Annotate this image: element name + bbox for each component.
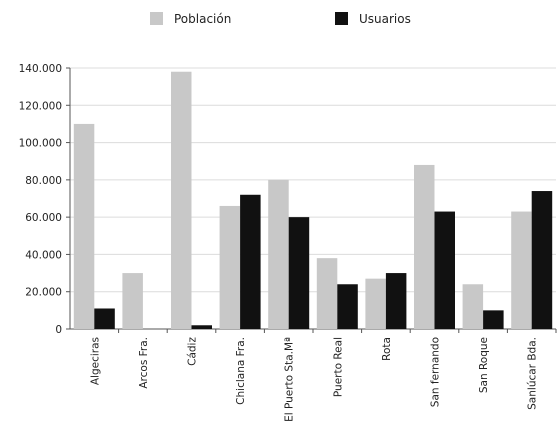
y-tick-label: 120.000 xyxy=(19,100,62,112)
legend-swatch xyxy=(150,12,163,25)
bars xyxy=(73,71,553,329)
y-tick-label: 100.000 xyxy=(19,138,62,150)
bar-usuarios xyxy=(483,310,504,329)
bar-usuarios xyxy=(337,284,358,329)
bar-poblacion xyxy=(122,273,143,329)
bar-poblacion xyxy=(365,278,386,329)
legend-label: Usuarios xyxy=(359,12,411,26)
bar-usuarios xyxy=(94,308,115,329)
x-category-label: Puerto Real xyxy=(332,337,344,397)
bar-usuarios xyxy=(288,217,310,329)
bar-poblacion xyxy=(268,179,289,329)
gridlines xyxy=(70,67,556,293)
bar-poblacion xyxy=(414,164,435,329)
x-category-label: Arcos Fra. xyxy=(138,337,150,389)
bar-poblacion xyxy=(511,211,532,329)
bar-poblacion xyxy=(219,205,241,329)
y-tick-label: 20.000 xyxy=(25,287,62,299)
y-tick-label: 80.000 xyxy=(25,175,62,187)
bar-usuarios xyxy=(240,194,261,329)
legend: Población Usuarios xyxy=(150,12,411,26)
bar-usuarios xyxy=(434,211,455,329)
bar-usuarios xyxy=(191,325,212,329)
x-category-label: San Roque xyxy=(478,337,490,393)
x-category-label: Rota xyxy=(381,337,393,361)
y-tick-label: 0 xyxy=(55,324,62,336)
x-category-label: El Puerto Sta.Mª xyxy=(284,337,296,422)
y-tick-label: 60.000 xyxy=(25,212,62,224)
x-category-label: Sanlúcar Bda. xyxy=(527,337,539,410)
legend-label: Población xyxy=(174,12,231,26)
y-tick-label: 40.000 xyxy=(25,249,62,261)
bar-poblacion xyxy=(73,123,95,329)
bar-poblacion xyxy=(462,284,484,329)
y-tick-label: 140.000 xyxy=(19,63,62,75)
x-category-label: Cádiz xyxy=(187,337,199,366)
x-category-label: San fernando xyxy=(430,337,442,407)
bar-poblacion xyxy=(171,71,192,329)
bar-usuarios xyxy=(385,273,407,329)
x-category-label: Algeciras xyxy=(89,337,101,385)
bar-poblacion xyxy=(316,258,338,329)
x-axis-categories: Algeciras Arcos Fra. Cádiz Chiclana Fra. El … xyxy=(89,337,538,422)
x-category-label: Chiclana Fra. xyxy=(235,337,247,405)
legend-swatch xyxy=(335,12,348,25)
y-axis-ticks: 0 20.000 40.000 60.000 80.000 100.000 120.000 1… xyxy=(19,63,62,336)
bar-usuarios xyxy=(531,191,553,329)
